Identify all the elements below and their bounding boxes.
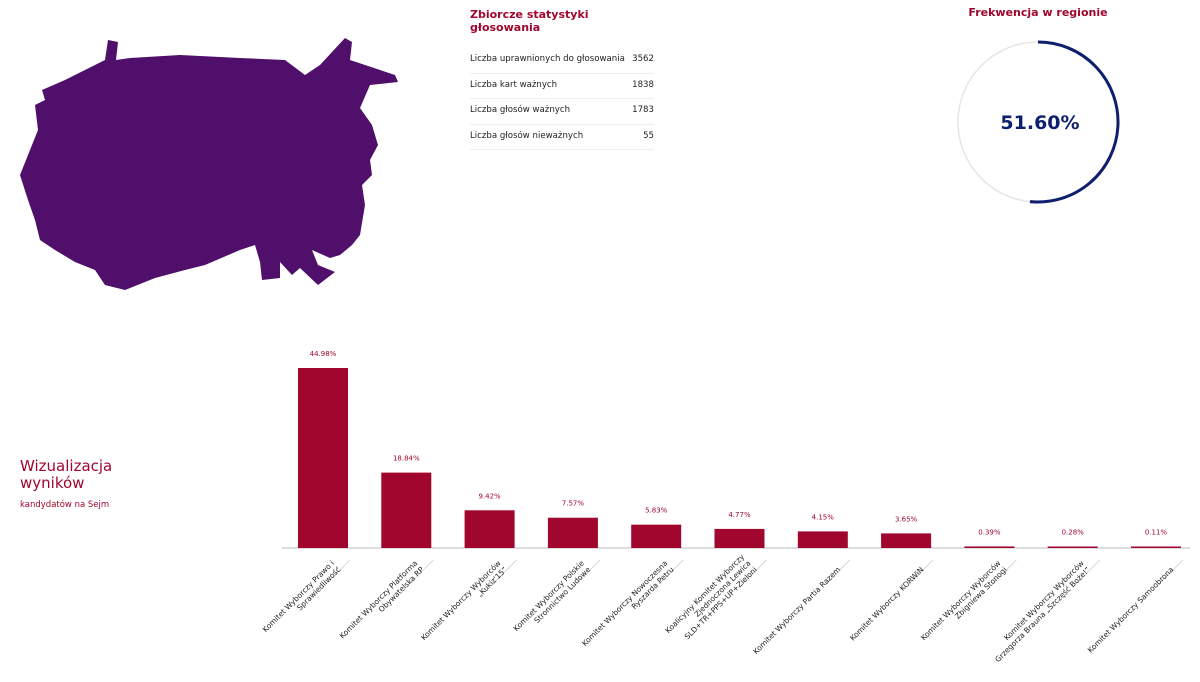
turnout-title: Frekwencja w regionie [968,6,1108,19]
category-label: Komitet Wyborczy WyborcówGrzegorza Braun… [987,559,1092,664]
tick-mark [325,559,351,585]
category-label: Komitet Wyborczy PolskieStronnictwo Ludo… [512,558,593,639]
tick-mark [825,559,851,585]
bar-value-label: 4.77% [728,511,751,519]
visualization-heading: Wizualizacja wyników kandydatów na Sejm [20,457,113,511]
category-label: Komitet Wyborczy Partia Razem [751,565,842,656]
bar-value-label: 0.11% [1145,529,1168,537]
stats-label: Liczba głosów ważnych [470,105,571,115]
category-label: Komitet Wyborczy NowoczesnaRyszarda Petr… [580,559,676,655]
bar-value-label: 18.84% [393,455,420,463]
stats-label: Liczba kart ważnych [470,79,558,90]
bar [1131,546,1181,548]
bar [298,368,348,548]
category-label: Komitet Wyborczy KORWiN [848,565,925,642]
category-label: Koalicyjny Komitet WyborczyZjednoczona L… [663,552,759,648]
tick-mark [409,559,434,585]
tick-mark [658,559,684,585]
tick-mark [742,559,767,585]
vis-title-1: Wizualizacja [20,457,113,475]
stats-value: 1838 [632,79,654,90]
bar [547,517,598,548]
stats-value: 1783 [632,105,654,115]
tick-mark [492,559,517,585]
bar [714,528,765,548]
voting-stats-panel: Zbiorcze statystyki głosowania Liczba up… [470,8,654,150]
tick-mark [1158,559,1184,585]
bar-value-label: 44.98% [310,350,337,358]
bar [381,472,432,548]
stats-row: Liczba głosów ważnych 1783 [470,99,654,125]
region-shape[interactable] [20,38,398,290]
stats-row: Liczba uprawnionych do głosowania 3562 [470,48,654,74]
bar [964,546,1015,548]
donut-arc [1029,40,1120,204]
category-label: Komitet Wyborczy Samoobrona [1086,565,1176,655]
turnout-donut [957,40,1120,204]
bar-value-label: 4.15% [812,513,835,521]
tick-mark [575,559,601,585]
stats-title: Zbiorcze statystyki głosowania [470,8,589,34]
bar-value-label: 0.28% [1062,529,1085,537]
tick-mark [1075,559,1100,585]
bar [881,533,932,548]
vis-title-2: wyników [20,474,85,492]
category-label: Komitet Wyborczy Prawo iSprawiedliwość [261,559,343,641]
category-label: Komitet Wyborczy Wyborców„Kukiz'15” [419,559,509,649]
stats-row: Liczba głosów nieważnych 55 [470,125,654,150]
bar [631,524,682,548]
bar-value-label: 9.42% [478,492,501,500]
stats-row: Liczba kart ważnych 1838 [470,74,654,99]
turnout-value: 51.60% [1000,112,1080,134]
bar [464,510,515,548]
tick-mark [908,559,934,585]
stats-label: Liczba uprawnionych do głosowania [470,54,625,64]
stats-value: 55 [643,130,654,141]
stats-label: Liczba głosów nieważnych [470,130,584,141]
bar-value-label: 0.39% [978,528,1001,536]
bar-value-label: 3.65% [895,515,918,523]
category-label: Komitet Wyborczy PlatformaObywatelska RP [338,558,426,646]
bar [1047,546,1098,548]
tick-mark [992,559,1017,585]
category-label: Komitet Wyborczy WyborcówZbigniewa Stono… [919,559,1009,649]
turnout-panel: Frekwencja w regionie [960,6,1116,19]
bar [797,531,848,548]
region-map [20,38,398,290]
bar-value-label: 7.57% [562,500,585,508]
stats-value: 3562 [632,54,654,64]
bar-value-label: 5.83% [645,507,668,515]
vis-subtitle: kandydatów na Sejm [20,500,110,510]
